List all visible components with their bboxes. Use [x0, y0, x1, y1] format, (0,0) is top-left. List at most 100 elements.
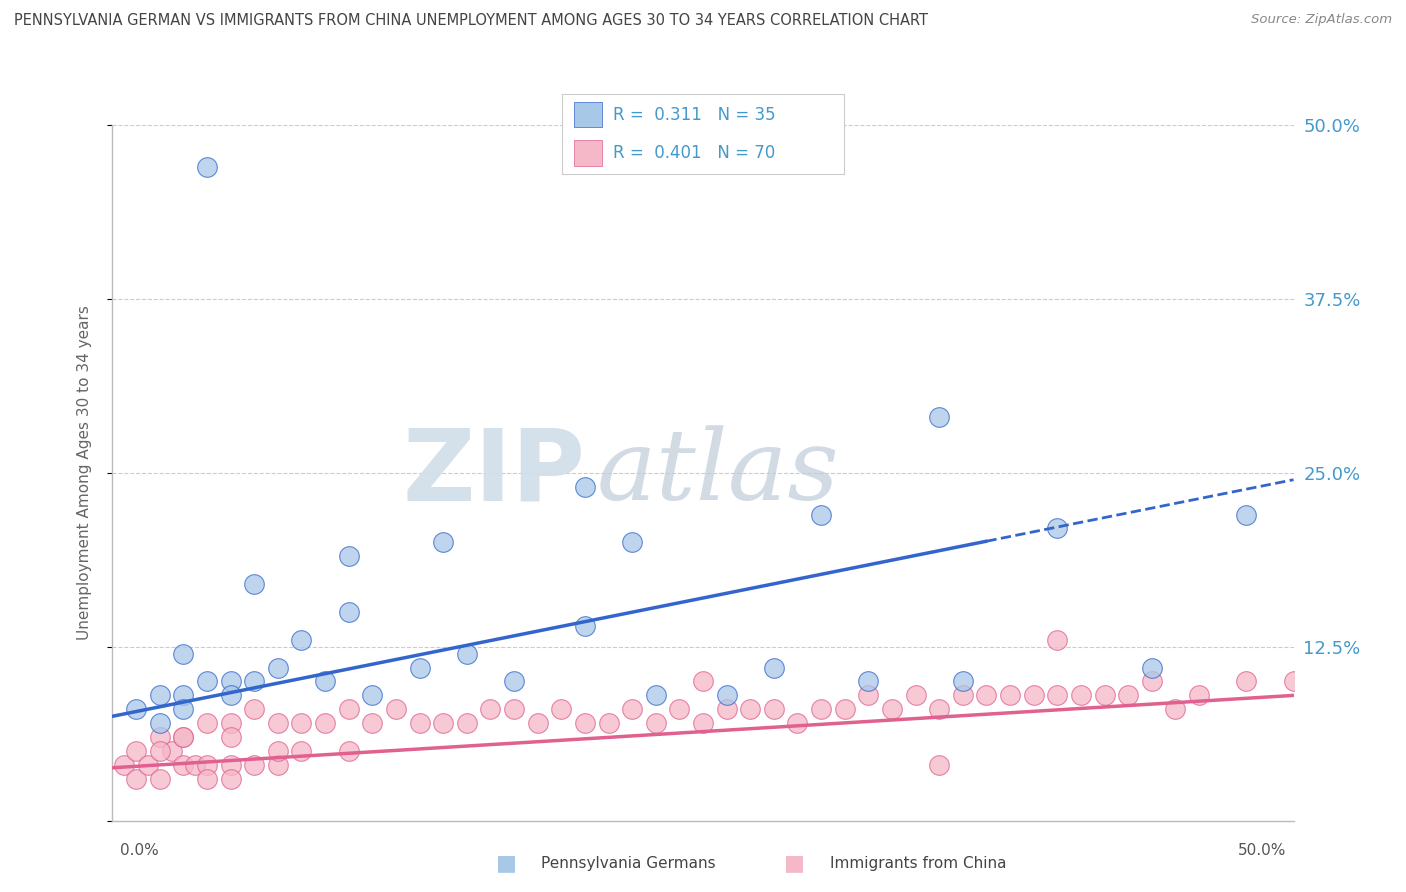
- Point: [219, 772, 242, 786]
- Point: [149, 772, 172, 786]
- Point: [1234, 508, 1257, 522]
- Point: [243, 674, 266, 689]
- Point: [290, 744, 312, 758]
- Point: [337, 702, 360, 716]
- Point: [385, 702, 408, 716]
- Point: [598, 716, 620, 731]
- Point: [172, 689, 194, 703]
- Point: [644, 689, 666, 703]
- Point: [1046, 521, 1069, 535]
- Point: [184, 758, 207, 772]
- Point: [408, 660, 430, 674]
- Text: Immigrants from China: Immigrants from China: [830, 856, 1007, 871]
- Point: [1046, 689, 1069, 703]
- Point: [432, 716, 454, 731]
- Point: [267, 660, 290, 674]
- Point: [243, 758, 266, 772]
- Point: [740, 702, 762, 716]
- Point: [172, 647, 194, 661]
- Point: [928, 758, 950, 772]
- Point: [243, 702, 266, 716]
- Point: [858, 674, 880, 689]
- Point: [574, 716, 596, 731]
- Point: [928, 702, 950, 716]
- Point: [692, 716, 714, 731]
- Point: [786, 716, 808, 731]
- Point: [998, 689, 1021, 703]
- Point: [692, 674, 714, 689]
- Point: [716, 689, 738, 703]
- Point: [136, 758, 159, 772]
- Point: [195, 758, 218, 772]
- Point: [858, 689, 880, 703]
- Point: [160, 744, 183, 758]
- Point: [314, 674, 336, 689]
- Point: [172, 730, 194, 744]
- Point: [503, 674, 526, 689]
- Point: [337, 549, 360, 564]
- Point: [456, 647, 478, 661]
- Point: [219, 674, 242, 689]
- Text: ■: ■: [785, 854, 804, 873]
- Text: R =  0.311   N = 35: R = 0.311 N = 35: [613, 105, 776, 123]
- Point: [125, 744, 148, 758]
- Point: [479, 702, 502, 716]
- Point: [1188, 689, 1211, 703]
- Point: [1282, 674, 1305, 689]
- Point: [112, 758, 135, 772]
- Point: [267, 744, 290, 758]
- Point: [1094, 689, 1116, 703]
- Point: [668, 702, 690, 716]
- Text: ■: ■: [496, 854, 516, 873]
- Point: [195, 674, 218, 689]
- Point: [621, 702, 644, 716]
- Point: [952, 674, 974, 689]
- Point: [195, 160, 218, 174]
- Point: [149, 730, 172, 744]
- Point: [337, 744, 360, 758]
- Point: [1070, 689, 1092, 703]
- Point: [290, 716, 312, 731]
- Point: [1234, 674, 1257, 689]
- Point: [1140, 674, 1163, 689]
- Point: [314, 716, 336, 731]
- Point: [267, 758, 290, 772]
- Point: [880, 702, 903, 716]
- Point: [762, 702, 785, 716]
- Point: [172, 730, 194, 744]
- Point: [361, 689, 384, 703]
- Point: [574, 619, 596, 633]
- Point: [904, 689, 927, 703]
- Point: [172, 758, 194, 772]
- Point: [172, 702, 194, 716]
- Point: [219, 716, 242, 731]
- Point: [432, 535, 454, 549]
- Point: [219, 730, 242, 744]
- Y-axis label: Unemployment Among Ages 30 to 34 years: Unemployment Among Ages 30 to 34 years: [77, 305, 91, 640]
- Point: [1046, 632, 1069, 647]
- Point: [810, 702, 832, 716]
- Text: Pennsylvania Germans: Pennsylvania Germans: [541, 856, 716, 871]
- Bar: [574, 140, 602, 166]
- Point: [219, 758, 242, 772]
- Point: [195, 772, 218, 786]
- Point: [1140, 660, 1163, 674]
- Point: [952, 689, 974, 703]
- Point: [125, 702, 148, 716]
- Point: [1164, 702, 1187, 716]
- Point: [928, 410, 950, 425]
- Point: [810, 508, 832, 522]
- Point: [337, 605, 360, 619]
- Point: [149, 689, 172, 703]
- Point: [290, 632, 312, 647]
- Point: [716, 702, 738, 716]
- Point: [149, 744, 172, 758]
- Point: [574, 480, 596, 494]
- Text: Source: ZipAtlas.com: Source: ZipAtlas.com: [1251, 13, 1392, 27]
- Point: [361, 716, 384, 731]
- Text: R =  0.401   N = 70: R = 0.401 N = 70: [613, 145, 775, 162]
- Text: 50.0%: 50.0%: [1239, 843, 1286, 858]
- Point: [125, 772, 148, 786]
- Text: atlas: atlas: [596, 425, 839, 520]
- Bar: [574, 102, 602, 128]
